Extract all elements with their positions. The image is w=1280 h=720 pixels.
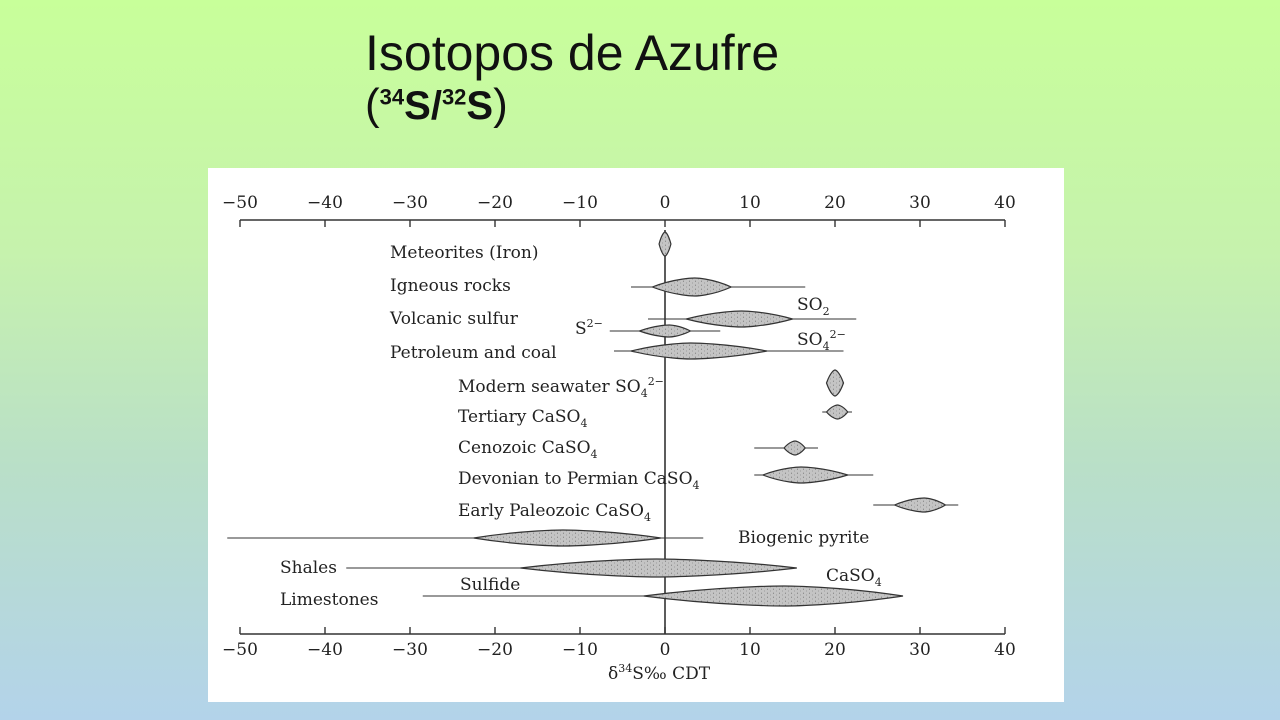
range-lines-group xyxy=(227,286,959,597)
title-open-paren: ( xyxy=(365,80,380,129)
distribution-modern-seawater-so4 xyxy=(825,369,845,397)
distribution-volcanic-sulfur-so2 xyxy=(683,310,795,328)
tick-label-bottom: 30 xyxy=(909,640,931,660)
distribution-tertiary-caso4 xyxy=(825,404,849,420)
tick-label-top: 0 xyxy=(660,193,671,213)
axes-group: −50 −40 −30 −20 −10 0 10 20 30 40 −50 −40 −30 −20 −10 0… xyxy=(222,193,1016,660)
tick-label-top: −20 xyxy=(477,193,513,213)
tick-label-top: 30 xyxy=(909,193,931,213)
label-meteorites: Meteorites (Iron) xyxy=(390,243,538,263)
label-biogenic-pyrite: Biogenic pyrite xyxy=(738,528,869,548)
labels-group: Meteorites (Iron) Igneous rocks Volcanic… xyxy=(280,243,882,684)
distribution-shapes-group xyxy=(473,231,947,607)
label-caso4: CaSO4 xyxy=(826,566,882,589)
title-close-paren: ) xyxy=(493,80,508,129)
label-shales: Shales xyxy=(280,558,337,578)
tick-label-bottom: 10 xyxy=(739,640,761,660)
title-s-slash: S/ xyxy=(404,84,442,128)
distribution-cenozoic-caso4 xyxy=(783,440,807,456)
tick-label-bottom: 0 xyxy=(660,640,671,660)
title-iso-32: 32 xyxy=(441,84,467,110)
title-line-1: Isotopos de Azufre xyxy=(365,25,780,81)
label-limestones: Limestones xyxy=(280,590,378,610)
label-sulfide: Sulfide xyxy=(460,575,520,595)
distribution-volcanic-sulfur-s2- xyxy=(637,324,692,338)
label-so2: SO2 xyxy=(797,295,830,318)
label-early-paleozoic: Early Paleozoic CaSO4 xyxy=(458,501,651,524)
title-s: S xyxy=(466,84,494,128)
label-volcanic: Volcanic sulfur xyxy=(389,309,519,329)
title-line-2: (34S/32S) xyxy=(365,82,779,129)
sulfur-isotope-chart: −50 −40 −30 −20 −10 0 10 20 30 40 −50 −40 −30 −20 −10 0… xyxy=(222,193,1016,684)
distribution-devonian-to-permian-caso4 xyxy=(761,466,850,484)
label-devonian: Devonian to Permian CaSO4 xyxy=(458,469,700,492)
label-petroleum: Petroleum and coal xyxy=(390,343,557,363)
label-cenozoic: Cenozoic CaSO4 xyxy=(458,438,598,461)
label-tertiary: Tertiary CaSO4 xyxy=(458,407,587,430)
label-so4-volc: SO42− xyxy=(797,328,846,353)
tick-label-top: −10 xyxy=(562,193,598,213)
tick-label-top: −30 xyxy=(392,193,428,213)
distribution-limestones-sulfide xyxy=(643,585,904,607)
tick-label-top: 10 xyxy=(739,193,761,213)
title-iso-34: 34 xyxy=(379,84,405,110)
tick-label-bottom: 40 xyxy=(994,640,1016,660)
distribution-meteorites-iron- xyxy=(658,231,672,257)
tick-label-bottom: −30 xyxy=(392,640,428,660)
distribution-biogenic-pyrite xyxy=(473,529,661,547)
label-modern-seawater: Modern seawater SO42− xyxy=(458,375,664,400)
label-igneous: Igneous rocks xyxy=(390,276,511,296)
chart-panel: −50 −40 −30 −20 −10 0 10 20 30 40 −50 −40 −30 −20 −10 0… xyxy=(208,168,1064,702)
slide-title: Isotopos de Azufre (34S/32S) xyxy=(365,24,779,129)
tick-label-top: −50 xyxy=(222,193,258,213)
tick-label-bottom: −40 xyxy=(307,640,343,660)
label-s2: S2− xyxy=(575,317,603,339)
x-axis-label: δ34S‰ CDT xyxy=(608,662,711,684)
distribution-shales xyxy=(520,558,797,578)
tick-label-top: −40 xyxy=(307,193,343,213)
tick-label-bottom: −50 xyxy=(222,640,258,660)
distribution-early-paleozoic-caso4 xyxy=(892,497,947,513)
tick-label-top: 40 xyxy=(994,193,1016,213)
tick-label-bottom: −10 xyxy=(562,640,598,660)
distribution-petroleum-and-coal xyxy=(630,342,768,360)
tick-label-bottom: −20 xyxy=(477,640,513,660)
distribution-igneous-rocks xyxy=(650,277,733,297)
tick-label-bottom: 20 xyxy=(824,640,846,660)
tick-label-top: 20 xyxy=(824,193,846,213)
